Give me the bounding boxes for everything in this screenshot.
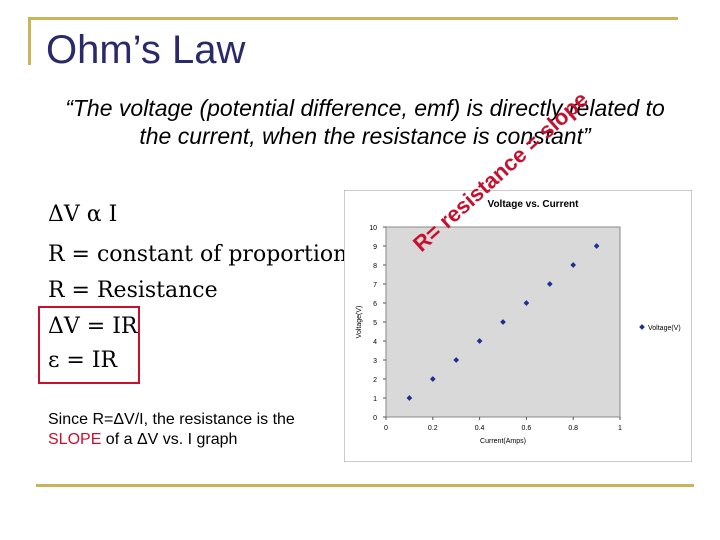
y-axis-label: Voltage(V) (356, 306, 363, 339)
legend-marker (639, 324, 645, 330)
equation-constant: R = constant of proportionality (48, 242, 396, 267)
y-tick-label: 1 (373, 396, 377, 403)
top-accent-line (28, 17, 678, 20)
y-tick-label: 3 (373, 358, 377, 365)
data-point (523, 300, 530, 306)
data-point (453, 357, 460, 363)
equation-ohms-law: ΔV = IR (48, 314, 138, 339)
slope-word: SLOPE (48, 431, 102, 448)
y-tick-label: 7 (373, 282, 377, 289)
x-tick-label: 0.4 (475, 425, 485, 432)
y-tick-label: 5 (373, 320, 377, 327)
bottom-accent-line (36, 484, 694, 487)
chart-title: Voltage vs. Current (488, 199, 580, 210)
y-tick-label: 4 (373, 339, 377, 346)
data-point (429, 376, 436, 382)
x-tick-label: 0 (384, 425, 388, 432)
data-point (500, 319, 506, 325)
highlight-box (38, 306, 140, 384)
voltage-current-chart: Voltage vs. Current 0 1 2 3 4 5 6 7 8 9 10 0 0.2 0.4 0.… (344, 190, 692, 462)
x-tick-label: 0.8 (568, 425, 578, 432)
x-axis-label: Current(Amps) (480, 438, 526, 445)
x-tick-label: 0.2 (428, 425, 438, 432)
x-tick-label: 1 (618, 425, 622, 432)
data-point (476, 338, 483, 344)
y-tick-label: 0 (373, 415, 377, 422)
slide-title: Ohm’s Law (46, 28, 246, 72)
y-tick-label: 6 (373, 301, 377, 308)
y-tick-label: 9 (373, 244, 377, 251)
since-text-part-1: Since R=ΔV/I, the resistance is the (48, 411, 295, 428)
since-text-part-2: of a ΔV vs. I graph (101, 431, 238, 448)
equation-resistance: R = Resistance (48, 278, 218, 303)
y-tick-label: 2 (373, 377, 377, 384)
y-tick-label: 10 (369, 225, 377, 232)
slope-explanation: Since R=ΔV/I, the resistance is the SLOP… (48, 410, 295, 450)
y-tick-label: 8 (373, 263, 377, 270)
legend-label: Voltage(V) (648, 325, 681, 332)
quote-text: “The voltage (potential difference, emf)… (65, 95, 665, 149)
x-tick-label: 0.6 (522, 425, 532, 432)
left-accent-line (28, 17, 31, 65)
equation-emf: ε = IR (48, 348, 118, 373)
equation-proportional: ΔV α I (48, 202, 118, 227)
